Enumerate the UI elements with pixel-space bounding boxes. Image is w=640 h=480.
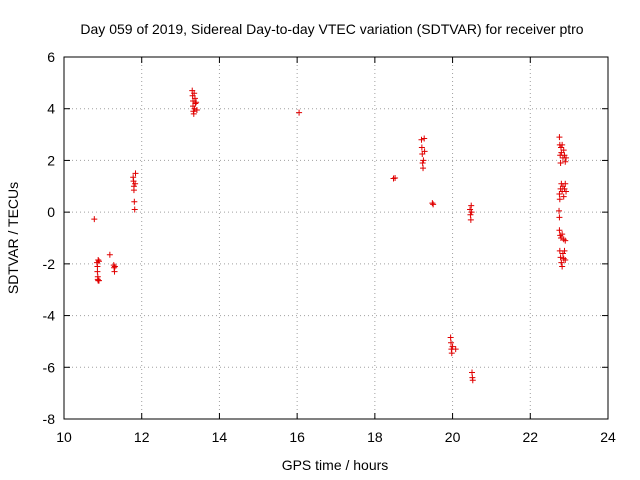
data-point bbox=[132, 180, 139, 187]
x-axis-label: GPS time / hours bbox=[282, 457, 389, 473]
x-tick-label: 14 bbox=[212, 429, 228, 445]
x-tick-label: 18 bbox=[367, 429, 383, 445]
data-point bbox=[95, 258, 102, 265]
data-point bbox=[468, 202, 475, 209]
data-point bbox=[94, 268, 101, 275]
data-point bbox=[560, 236, 567, 243]
data-point bbox=[95, 256, 102, 263]
data-point bbox=[559, 141, 566, 148]
data-point bbox=[557, 160, 564, 167]
data-point bbox=[560, 147, 567, 154]
data-point bbox=[467, 211, 474, 218]
y-tick-label: 4 bbox=[47, 101, 55, 117]
data-point bbox=[563, 188, 570, 195]
data-point bbox=[448, 350, 455, 357]
data-point bbox=[563, 154, 570, 161]
data-point bbox=[430, 201, 437, 208]
data-point bbox=[562, 237, 569, 244]
y-tick-label: -8 bbox=[43, 411, 56, 427]
data-points bbox=[91, 87, 570, 384]
data-point bbox=[558, 259, 565, 266]
data-point bbox=[111, 268, 118, 275]
y-tick-label: 0 bbox=[47, 204, 55, 220]
data-point bbox=[392, 175, 399, 182]
data-point bbox=[448, 339, 455, 346]
data-point bbox=[193, 107, 200, 114]
data-point bbox=[559, 231, 566, 238]
grid-lines bbox=[64, 57, 608, 419]
data-point bbox=[191, 95, 198, 102]
data-point bbox=[191, 90, 198, 97]
data-point bbox=[556, 207, 563, 214]
data-point bbox=[130, 187, 137, 194]
data-point bbox=[556, 191, 563, 198]
data-point bbox=[190, 110, 197, 117]
data-point bbox=[296, 109, 303, 116]
data-point bbox=[562, 158, 569, 165]
y-axis-label: SDTVAR / TECUs bbox=[5, 182, 21, 294]
data-point bbox=[452, 346, 459, 353]
data-point bbox=[421, 135, 428, 142]
data-point bbox=[132, 170, 139, 177]
data-point bbox=[469, 377, 476, 384]
data-point bbox=[91, 216, 98, 223]
x-tick-label: 20 bbox=[445, 429, 461, 445]
data-point bbox=[561, 247, 568, 254]
data-point bbox=[429, 200, 436, 207]
x-tick-label: 16 bbox=[289, 429, 305, 445]
y-tick-label: -2 bbox=[43, 256, 56, 272]
data-point bbox=[468, 209, 475, 216]
data-point bbox=[106, 251, 113, 258]
data-point bbox=[193, 99, 200, 106]
data-point bbox=[95, 277, 102, 284]
data-point bbox=[556, 196, 563, 203]
data-point bbox=[556, 227, 563, 234]
y-tick-label: 2 bbox=[47, 152, 55, 168]
y-tick-label: -6 bbox=[43, 359, 56, 375]
x-tick-label: 12 bbox=[134, 429, 150, 445]
x-tick-label: 10 bbox=[56, 429, 72, 445]
data-point bbox=[557, 144, 564, 151]
data-point bbox=[131, 198, 138, 205]
data-point bbox=[556, 134, 563, 141]
y-tick-label: 6 bbox=[47, 49, 55, 65]
data-point bbox=[390, 175, 397, 182]
data-point bbox=[556, 214, 563, 221]
data-point bbox=[557, 235, 564, 241]
data-point bbox=[131, 206, 138, 213]
data-point bbox=[192, 100, 199, 107]
data-point bbox=[467, 216, 474, 223]
data-point bbox=[562, 180, 569, 187]
data-point bbox=[559, 263, 566, 270]
x-tick-label: 22 bbox=[522, 429, 538, 445]
data-point bbox=[111, 263, 118, 270]
data-point bbox=[421, 148, 428, 155]
data-point bbox=[557, 254, 564, 261]
data-point bbox=[562, 256, 569, 263]
data-point bbox=[420, 157, 427, 164]
data-point bbox=[420, 165, 427, 172]
data-point bbox=[560, 193, 567, 200]
data-point bbox=[94, 263, 101, 270]
plot-frame bbox=[63, 56, 609, 420]
data-point bbox=[469, 369, 475, 376]
data-point bbox=[418, 136, 425, 143]
data-point bbox=[449, 343, 456, 350]
data-point bbox=[419, 160, 426, 167]
chart-title: Day 059 of 2019, Sidereal Day-to-day VTE… bbox=[80, 21, 583, 37]
y-tick-label: -4 bbox=[43, 308, 56, 324]
data-point bbox=[447, 334, 454, 341]
data-point bbox=[418, 144, 425, 151]
x-tick-label: 24 bbox=[600, 429, 616, 445]
